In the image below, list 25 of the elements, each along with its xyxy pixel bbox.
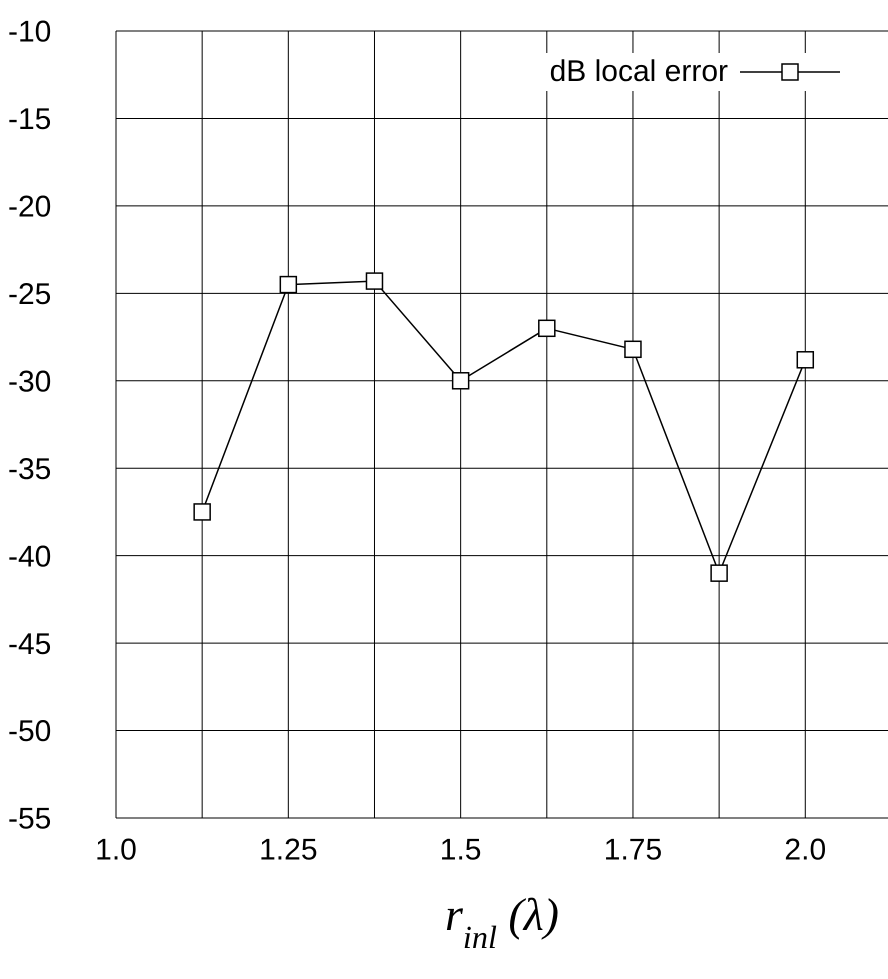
y-tick-label: -55 xyxy=(8,802,52,836)
x-axis-title: r$_{inl}$ (λ) xyxy=(445,889,559,955)
x-tick-label: 2.0 xyxy=(784,833,826,866)
y-tick-label: -30 xyxy=(8,365,52,398)
point xyxy=(366,272,384,290)
y-tick-label: -45 xyxy=(8,628,52,661)
x-tick-label: 1.5 xyxy=(440,833,482,866)
x-tick-label: 1.75 xyxy=(604,833,662,866)
point xyxy=(280,276,298,294)
y-tick-label: -20 xyxy=(8,190,52,224)
point xyxy=(624,340,642,358)
y-tick-label: -25 xyxy=(8,278,52,311)
x-tick-label: 1.0 xyxy=(95,833,137,866)
point xyxy=(452,372,470,390)
y-tick-label: -10 xyxy=(8,16,52,49)
x-tick-label: 1.25 xyxy=(259,833,318,866)
y-tick-label: -35 xyxy=(8,452,52,486)
legend-label: dB local error xyxy=(550,55,728,89)
point xyxy=(538,320,556,338)
point xyxy=(193,503,211,521)
y-tick-label: -40 xyxy=(8,540,52,574)
y-tick-label: -15 xyxy=(8,103,52,136)
point xyxy=(710,564,728,582)
y-tick-label: -50 xyxy=(8,715,52,748)
point xyxy=(796,351,814,369)
